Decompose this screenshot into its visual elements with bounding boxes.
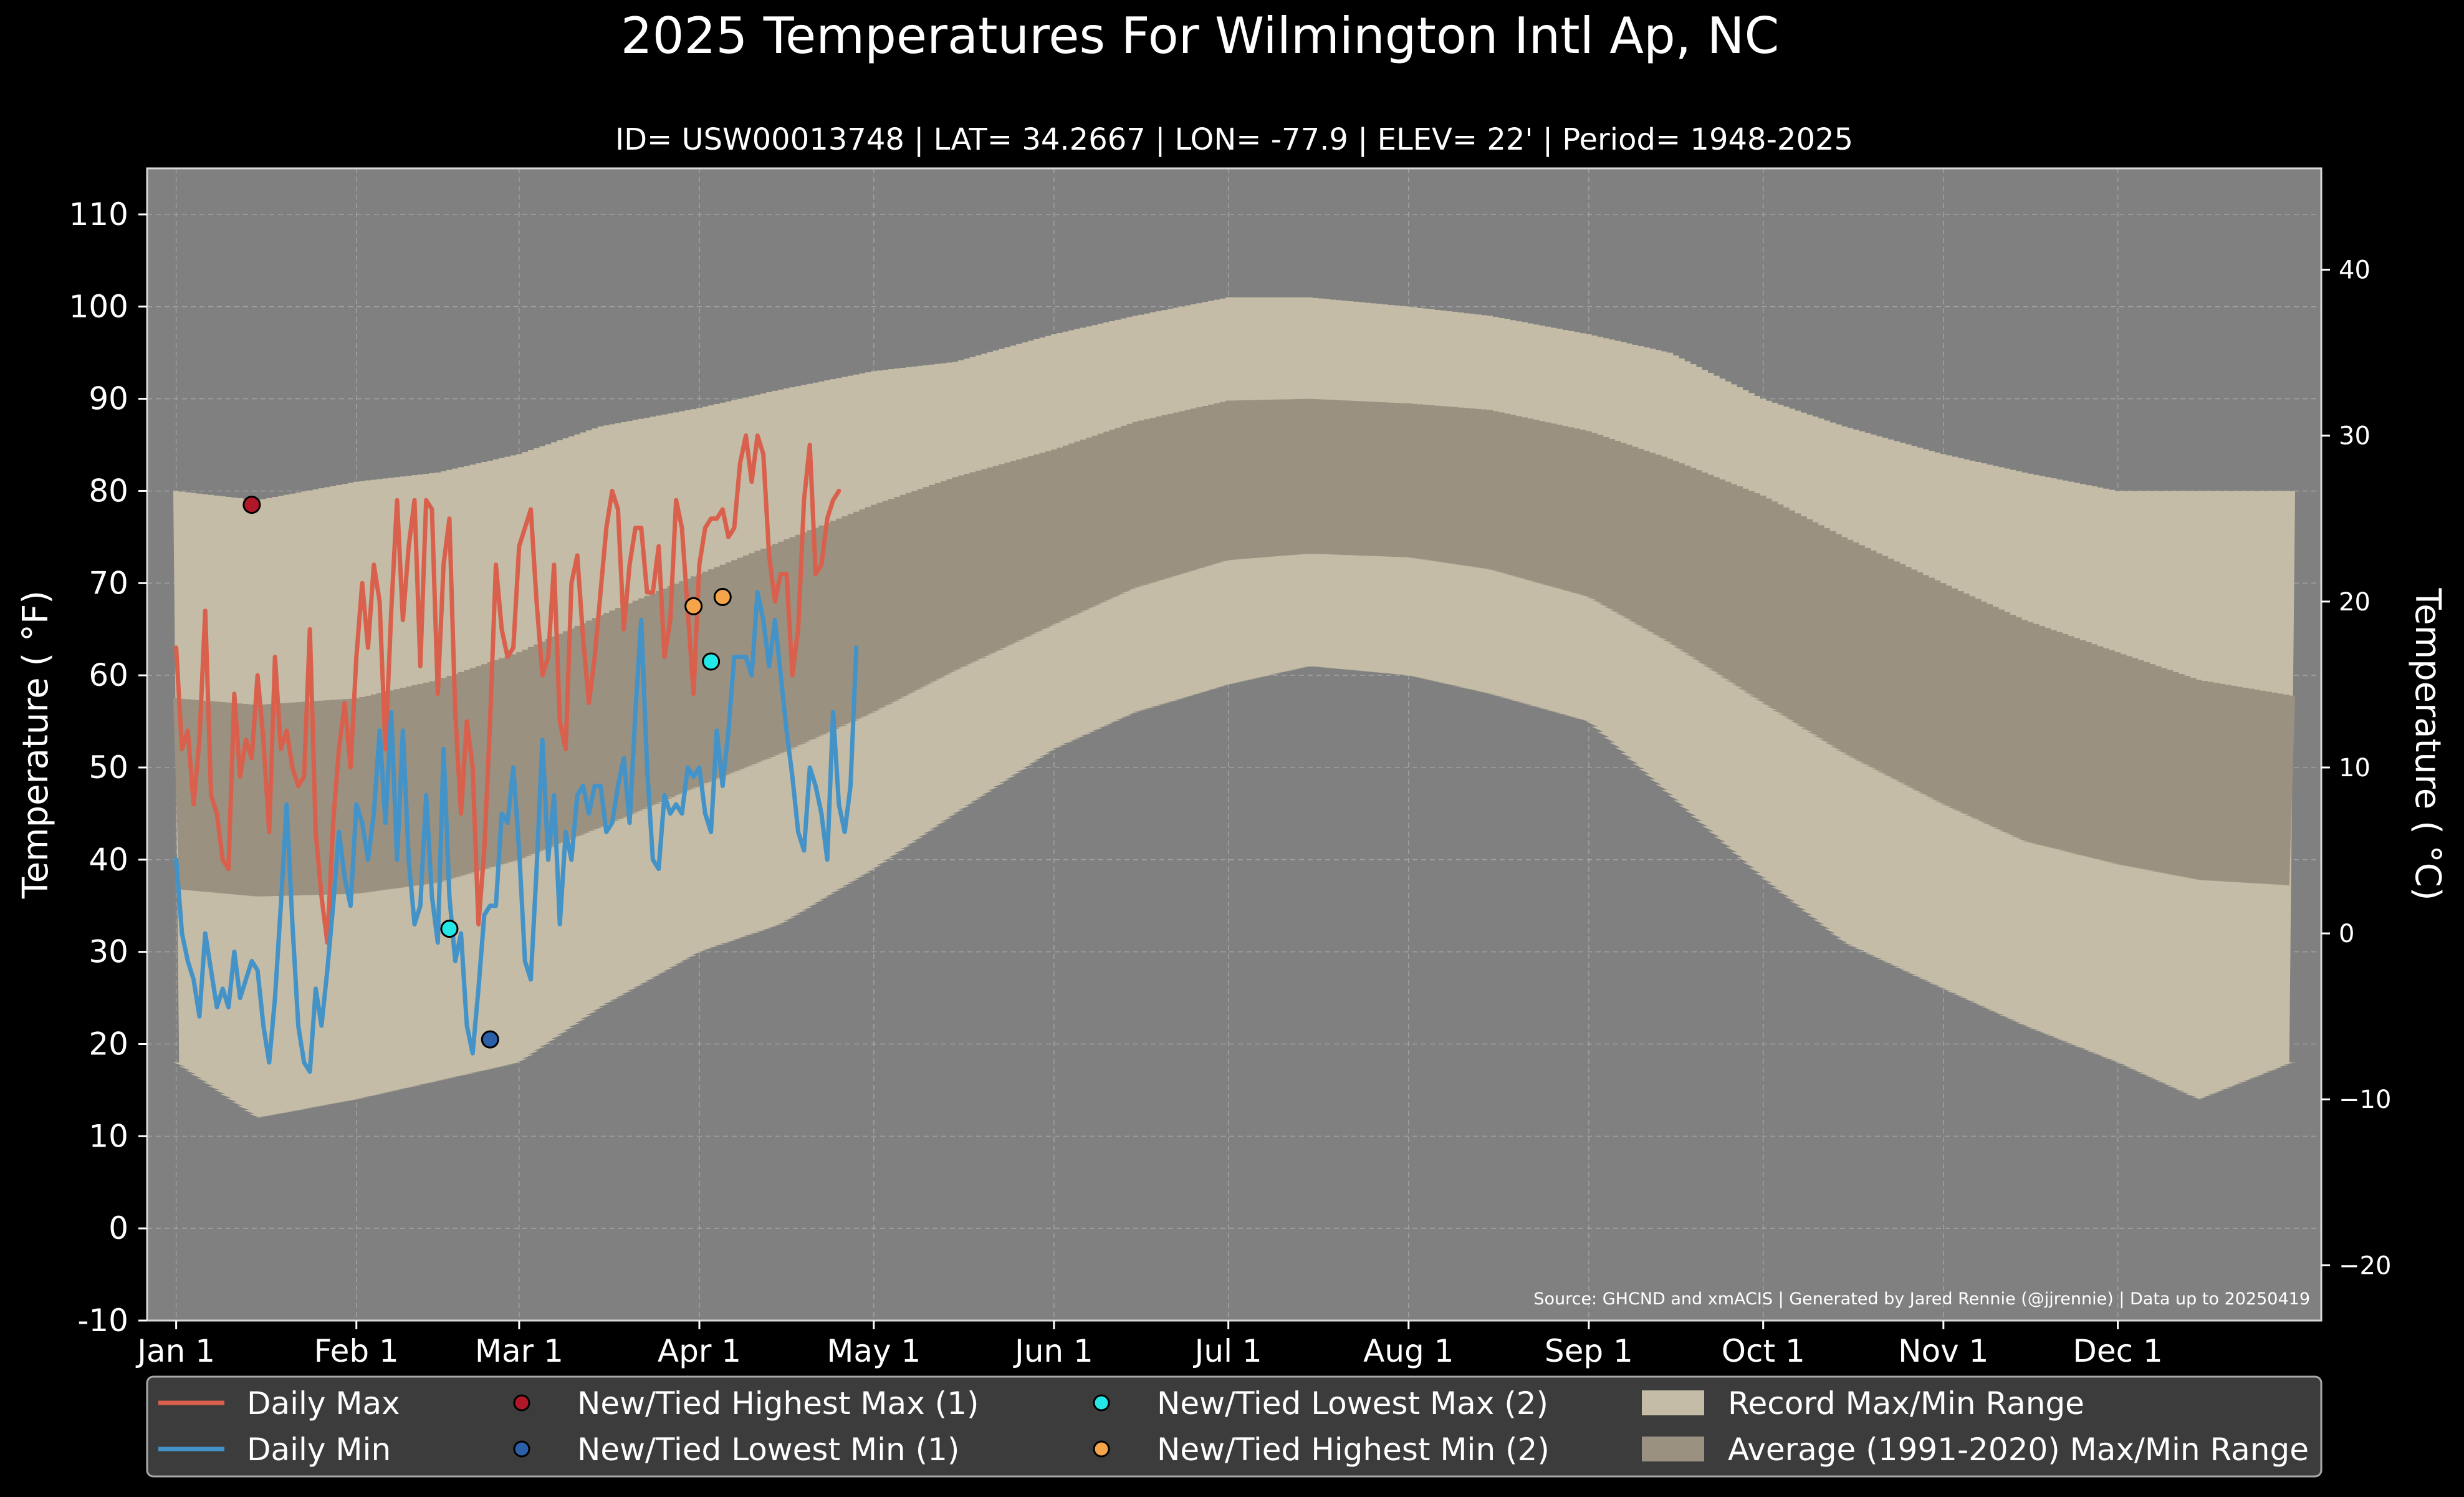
x-tick-label: Mar 1 bbox=[475, 1333, 563, 1369]
y-tick-label: 40 bbox=[89, 842, 128, 878]
normal-range-area bbox=[173, 398, 2296, 897]
y-right-tick-label: −20 bbox=[2339, 1251, 2391, 1280]
y-tick-label: 70 bbox=[89, 565, 128, 601]
legend-label: New/Tied Lowest Max (2) bbox=[1157, 1385, 1548, 1422]
x-tick-label: Jul 1 bbox=[1193, 1333, 1262, 1369]
legend-patch-swatch bbox=[1642, 1390, 1704, 1415]
y-tick-label: 110 bbox=[69, 196, 128, 233]
legend-background bbox=[146, 1375, 2323, 1478]
y-axis-label-left: Temperature ( °F) bbox=[16, 590, 56, 899]
legend-entry: Average (1991-2020) Max/Min Range bbox=[1642, 1432, 2309, 1468]
chart-subtitle: ID= USW00013748 | LAT= 34.2667 | LON= -7… bbox=[615, 122, 1853, 157]
record-highest-min-point bbox=[713, 587, 732, 606]
record-highest-min-point bbox=[684, 597, 703, 615]
x-tick-label: Oct 1 bbox=[1722, 1333, 1805, 1369]
legend-label: New/Tied Highest Min (2) bbox=[1157, 1432, 1550, 1468]
y-tick-label: 50 bbox=[89, 749, 128, 786]
x-tick-label: Aug 1 bbox=[1363, 1333, 1454, 1369]
y-tick-label: 10 bbox=[89, 1118, 128, 1154]
y-tick-label: 30 bbox=[89, 934, 128, 970]
y-tick-label: -10 bbox=[77, 1302, 128, 1339]
x-tick-label: Dec 1 bbox=[2073, 1333, 2162, 1369]
y-axis-right: −20 −10 0 10 20 30 40 bbox=[2321, 256, 2391, 1280]
legend-label: Average (1991-2020) Max/Min Range bbox=[1728, 1432, 2309, 1468]
plot-frame bbox=[146, 167, 2323, 1322]
x-tick-label: Sep 1 bbox=[1545, 1333, 1633, 1369]
legend-entry: New/Tied Lowest Max (2) bbox=[1093, 1385, 1548, 1422]
legend-label: Daily Min bbox=[247, 1432, 391, 1468]
y-right-tick-label: 40 bbox=[2339, 256, 2371, 285]
x-tick-label: Nov 1 bbox=[1898, 1333, 1988, 1369]
legend-marker-swatch bbox=[513, 1440, 530, 1458]
legend-patch-swatch bbox=[1642, 1437, 1704, 1461]
y-right-tick-label: 20 bbox=[2339, 588, 2371, 617]
legend-label: New/Tied Highest Max (1) bbox=[577, 1385, 979, 1422]
x-tick-label: Jan 1 bbox=[135, 1333, 215, 1369]
x-tick-label: May 1 bbox=[827, 1333, 921, 1369]
y-axis-label-right: Temperature ( °C) bbox=[2407, 587, 2448, 900]
legend-label: New/Tied Lowest Min (1) bbox=[577, 1432, 959, 1468]
legend-marker-swatch bbox=[513, 1394, 530, 1412]
legend-entry: New/Tied Highest Max (1) bbox=[513, 1385, 979, 1422]
record-lowest-max-point bbox=[702, 652, 721, 671]
y-right-tick-label: 10 bbox=[2339, 754, 2371, 782]
y-tick-label: 80 bbox=[89, 473, 128, 509]
x-tick-label: Jun 1 bbox=[1013, 1333, 1093, 1369]
plot-area bbox=[146, 167, 2323, 1322]
y-tick-label: 20 bbox=[89, 1026, 128, 1062]
legend: Daily Max Daily Min New/Tied Highest Max (… bbox=[146, 1375, 2323, 1478]
legend-entry: Daily Max bbox=[158, 1385, 400, 1422]
y-right-tick-label: 0 bbox=[2339, 920, 2354, 948]
record-highest-max-point bbox=[242, 496, 261, 514]
legend-entry: Daily Min bbox=[158, 1432, 391, 1468]
legend-label: Record Max/Min Range bbox=[1728, 1385, 2084, 1422]
y-tick-label: 0 bbox=[108, 1210, 128, 1246]
daily-min-line bbox=[174, 590, 859, 1074]
x-tick-label: Apr 1 bbox=[658, 1333, 741, 1369]
y-tick-label: 90 bbox=[89, 381, 128, 417]
legend-entry: Record Max/Min Range bbox=[1642, 1385, 2084, 1422]
legend-entry: New/Tied Lowest Min (1) bbox=[513, 1432, 959, 1468]
source-note: Source: GHCND and xmACIS | Generated by … bbox=[1533, 1289, 2310, 1309]
record-lowest-max-point bbox=[440, 920, 459, 938]
legend-entry: New/Tied Highest Min (2) bbox=[1093, 1432, 1550, 1468]
y-axis-left: -10 0 10 20 30 40 50 60 70 80 90 100 110 bbox=[69, 196, 147, 1339]
y-right-tick-label: 30 bbox=[2339, 422, 2371, 451]
x-axis: Jan 1 Feb 1 Mar 1 Apr 1 May 1 Jun 1 Jul 1 Aug 1… bbox=[135, 1321, 2163, 1369]
y-tick-label: 100 bbox=[69, 289, 128, 325]
daily-max-line bbox=[174, 433, 841, 945]
record-lowest-min-point bbox=[481, 1030, 499, 1049]
legend-marker-swatch bbox=[1093, 1394, 1110, 1412]
y-right-tick-label: −10 bbox=[2339, 1085, 2391, 1114]
x-tick-label: Feb 1 bbox=[314, 1333, 399, 1369]
legend-marker-swatch bbox=[1093, 1440, 1110, 1458]
chart-title: 2025 Temperatures For Wilmington Intl Ap… bbox=[621, 7, 1780, 65]
legend-label: Daily Max bbox=[247, 1385, 400, 1422]
y-tick-label: 60 bbox=[89, 657, 128, 693]
